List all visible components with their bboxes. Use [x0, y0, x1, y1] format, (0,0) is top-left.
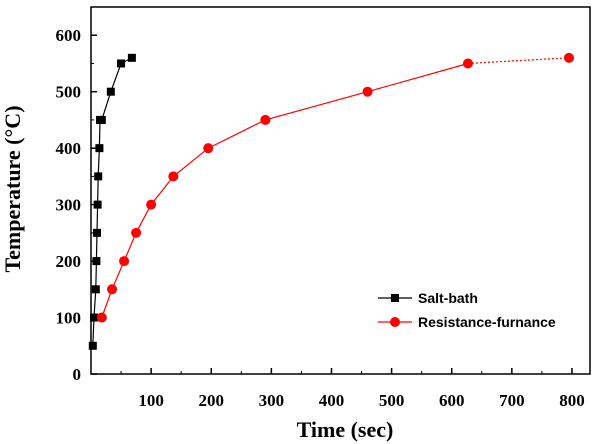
- data-point: [89, 342, 97, 350]
- series-layer: [89, 53, 574, 350]
- data-point: [93, 229, 101, 237]
- data-point: [363, 87, 373, 97]
- data-point: [95, 144, 103, 152]
- x-tick-label: 200: [198, 391, 224, 410]
- data-point: [168, 171, 178, 181]
- series-line: [102, 64, 468, 318]
- data-point: [146, 200, 156, 210]
- y-axis-title: Temperature (°C): [0, 105, 25, 272]
- data-point: [131, 228, 141, 238]
- data-point: [463, 58, 473, 68]
- data-point: [94, 172, 102, 180]
- data-point: [94, 201, 102, 209]
- y-tick-label: 300: [56, 196, 82, 215]
- data-point: [92, 257, 100, 265]
- legend-marker: [391, 294, 399, 302]
- x-tick-label: 700: [499, 391, 525, 410]
- series-dotted-segment: [468, 58, 569, 64]
- data-point: [203, 143, 213, 153]
- temperature-time-chart: 100 200 300 400 500 600 700 800 0 100 200 300 400 50…: [0, 0, 600, 444]
- data-point: [107, 88, 115, 96]
- data-point: [119, 256, 129, 266]
- series-1: [89, 54, 136, 350]
- data-point: [260, 115, 270, 125]
- x-axis-title: Time (sec): [297, 417, 394, 442]
- data-point: [97, 313, 107, 323]
- data-point: [117, 59, 125, 67]
- data-point: [92, 285, 100, 293]
- y-tick-label: 500: [56, 83, 82, 102]
- x-tick-label: 800: [559, 391, 585, 410]
- y-tick-label: 400: [56, 139, 82, 158]
- x-tick-label: 100: [138, 391, 164, 410]
- legend-item: Resistance-furnance: [378, 314, 556, 330]
- y-tick-label: 100: [56, 309, 82, 328]
- x-tick-label: 500: [379, 391, 405, 410]
- legend-marker: [390, 317, 400, 327]
- legend-label: Salt-bath: [418, 290, 478, 306]
- x-tick-label: 400: [319, 391, 345, 410]
- data-point: [107, 284, 117, 294]
- data-point: [98, 116, 106, 124]
- series-2: [97, 53, 574, 323]
- legend: Salt-bath Resistance-furnance: [378, 290, 556, 330]
- y-tick-label: 200: [56, 252, 82, 271]
- y-tick-label: 600: [56, 26, 82, 45]
- legend-item: Salt-bath: [378, 290, 478, 306]
- data-point: [128, 54, 136, 62]
- x-tick-label: 600: [439, 391, 465, 410]
- y-tick-label: 0: [73, 365, 82, 384]
- data-point: [564, 53, 574, 63]
- x-tick-label: 300: [259, 391, 285, 410]
- data-point: [90, 314, 98, 322]
- legend-label: Resistance-furnance: [418, 314, 556, 330]
